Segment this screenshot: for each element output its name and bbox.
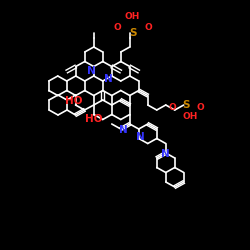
Text: O: O bbox=[196, 103, 204, 112]
Text: HO: HO bbox=[85, 114, 102, 124]
Text: O: O bbox=[113, 23, 121, 32]
Text: O: O bbox=[144, 23, 152, 32]
Text: N: N bbox=[87, 66, 96, 76]
Text: S: S bbox=[182, 100, 190, 110]
Text: N: N bbox=[136, 132, 144, 142]
Text: S: S bbox=[129, 28, 136, 38]
Text: OH: OH bbox=[125, 12, 140, 21]
Text: HO: HO bbox=[65, 96, 82, 106]
Text: N: N bbox=[104, 74, 113, 84]
Text: OH: OH bbox=[182, 112, 198, 121]
Text: O: O bbox=[168, 103, 176, 112]
Text: N: N bbox=[160, 149, 170, 159]
Text: N: N bbox=[120, 125, 128, 135]
